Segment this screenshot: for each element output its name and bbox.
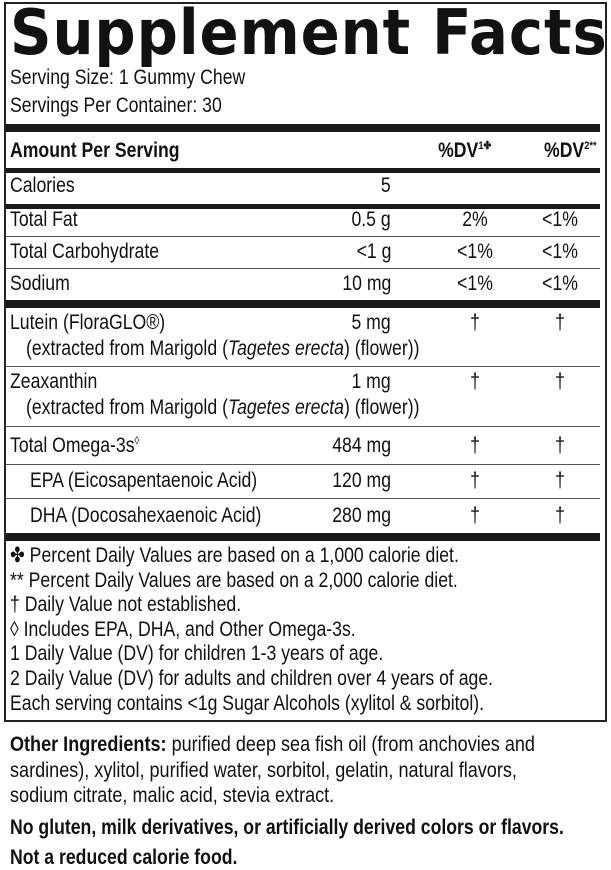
- nutrient-dv1: †: [470, 434, 480, 457]
- nutrient-name: Total Carbohydrate: [10, 240, 160, 263]
- other-ingredients: Other Ingredients: purified deep sea fis…: [10, 732, 560, 809]
- divider-medium: [6, 168, 600, 173]
- nutrient-name: Lutein (FloraGLO®): [10, 311, 166, 334]
- dv1-superscript: 1✤: [478, 140, 491, 152]
- amount-per-serving-header: Amount Per Serving: [10, 139, 180, 162]
- nutrient-source: (extracted from Marigold (Tagetes erecta…: [26, 396, 420, 419]
- other-ingredients-text: purified deep sea fish oil (from anchovi…: [10, 733, 535, 807]
- divider-thick: [6, 533, 600, 541]
- nutrient-amount: 10 mg: [341, 272, 391, 295]
- omega-note-superscript: ◊: [134, 435, 140, 447]
- nutrient-name: Calories: [10, 174, 75, 197]
- divider-thin: [6, 464, 600, 465]
- nutrient-name: Sodium: [10, 272, 70, 295]
- nutrient-name: EPA (Eicosapentaenoic Acid): [30, 469, 258, 492]
- nutrient-dv2: †: [555, 311, 565, 334]
- divider-thin: [6, 366, 600, 367]
- dv2-label: %DV: [544, 139, 585, 162]
- footnote: ◊ Includes EPA, DHA, and Other Omega-3s.: [10, 617, 356, 641]
- nutrient-amount: 1 mg: [351, 370, 391, 393]
- nutrient-name: DHA (Docosahexaenoic Acid): [30, 504, 262, 527]
- divider-thin: [6, 236, 600, 237]
- nutrient-amount: <1 g: [356, 240, 391, 263]
- divider-mid: [6, 204, 600, 209]
- nutrient-dv1: <1%: [457, 272, 493, 295]
- divider-thin: [6, 268, 600, 269]
- nutrient-dv1: 2%: [462, 208, 488, 231]
- nutrient-dv2: †: [555, 434, 565, 457]
- dv2-header: %DV2**: [544, 139, 597, 163]
- nutrient-amount: 484 mg: [332, 434, 391, 457]
- nutrient-amount: 5: [381, 174, 391, 197]
- nutrient-amount: 5 mg: [351, 311, 391, 334]
- footnote: 1 Daily Value (DV) for children 1-3 year…: [10, 642, 384, 666]
- footnote: Each serving contains <1g Sugar Alcohols…: [10, 691, 485, 715]
- servings-per-container: Servings Per Container: 30: [10, 94, 222, 117]
- nutrient-dv2: <1%: [542, 208, 578, 231]
- nutrient-dv2: †: [555, 370, 565, 393]
- footnote: † Daily Value not established.: [10, 593, 242, 617]
- serving-size: Serving Size: 1 Gummy Chew: [10, 66, 246, 89]
- nutrient-dv1: †: [470, 311, 480, 334]
- nutrient-amount: 120 mg: [332, 469, 391, 492]
- nutrient-source: (extracted from Marigold (Tagetes erecta…: [26, 337, 420, 360]
- nutrient-dv2: <1%: [542, 272, 578, 295]
- dv1-header: %DV1✤: [438, 139, 491, 163]
- nutrient-amount: 280 mg: [332, 504, 391, 527]
- nutrient-dv1: <1%: [457, 240, 493, 263]
- divider-thick: [6, 124, 600, 132]
- nutrient-dv1: †: [470, 504, 480, 527]
- footnote: ** Percent Daily Values are based on a 2…: [10, 568, 458, 592]
- nutrient-dv1: †: [470, 370, 480, 393]
- dv2-superscript: 2**: [584, 140, 597, 152]
- other-ingredients-label: Other Ingredients:: [10, 733, 167, 756]
- allergen-statement: No gluten, milk derivatives, or artifici…: [10, 816, 564, 839]
- dv1-label: %DV: [437, 139, 479, 162]
- divider-thick: [6, 300, 600, 308]
- nutrient-dv1: †: [470, 469, 480, 492]
- divider-thin: [6, 498, 600, 499]
- nutrient-name: Zeaxanthin: [10, 370, 98, 393]
- nutrient-dv2: †: [555, 504, 565, 527]
- nutrient-dv2: †: [555, 469, 565, 492]
- nutrient-name: Total Omega-3s◊: [10, 434, 140, 457]
- footnote: 2 Daily Value (DV) for adults and childr…: [10, 667, 494, 690]
- nutrient-amount: 0.5 g: [351, 208, 391, 231]
- divider-thin: [6, 426, 600, 427]
- nutrient-name: Total Fat: [10, 208, 78, 231]
- supplement-facts-panel: [4, 2, 607, 722]
- footnote: ✤ Percent Daily Values are based on a 1,…: [10, 544, 459, 567]
- nutrient-dv2: <1%: [542, 240, 578, 263]
- panel-title: Supplement Facts: [10, 0, 608, 69]
- calorie-statement: Not a reduced calorie food.: [10, 846, 238, 869]
